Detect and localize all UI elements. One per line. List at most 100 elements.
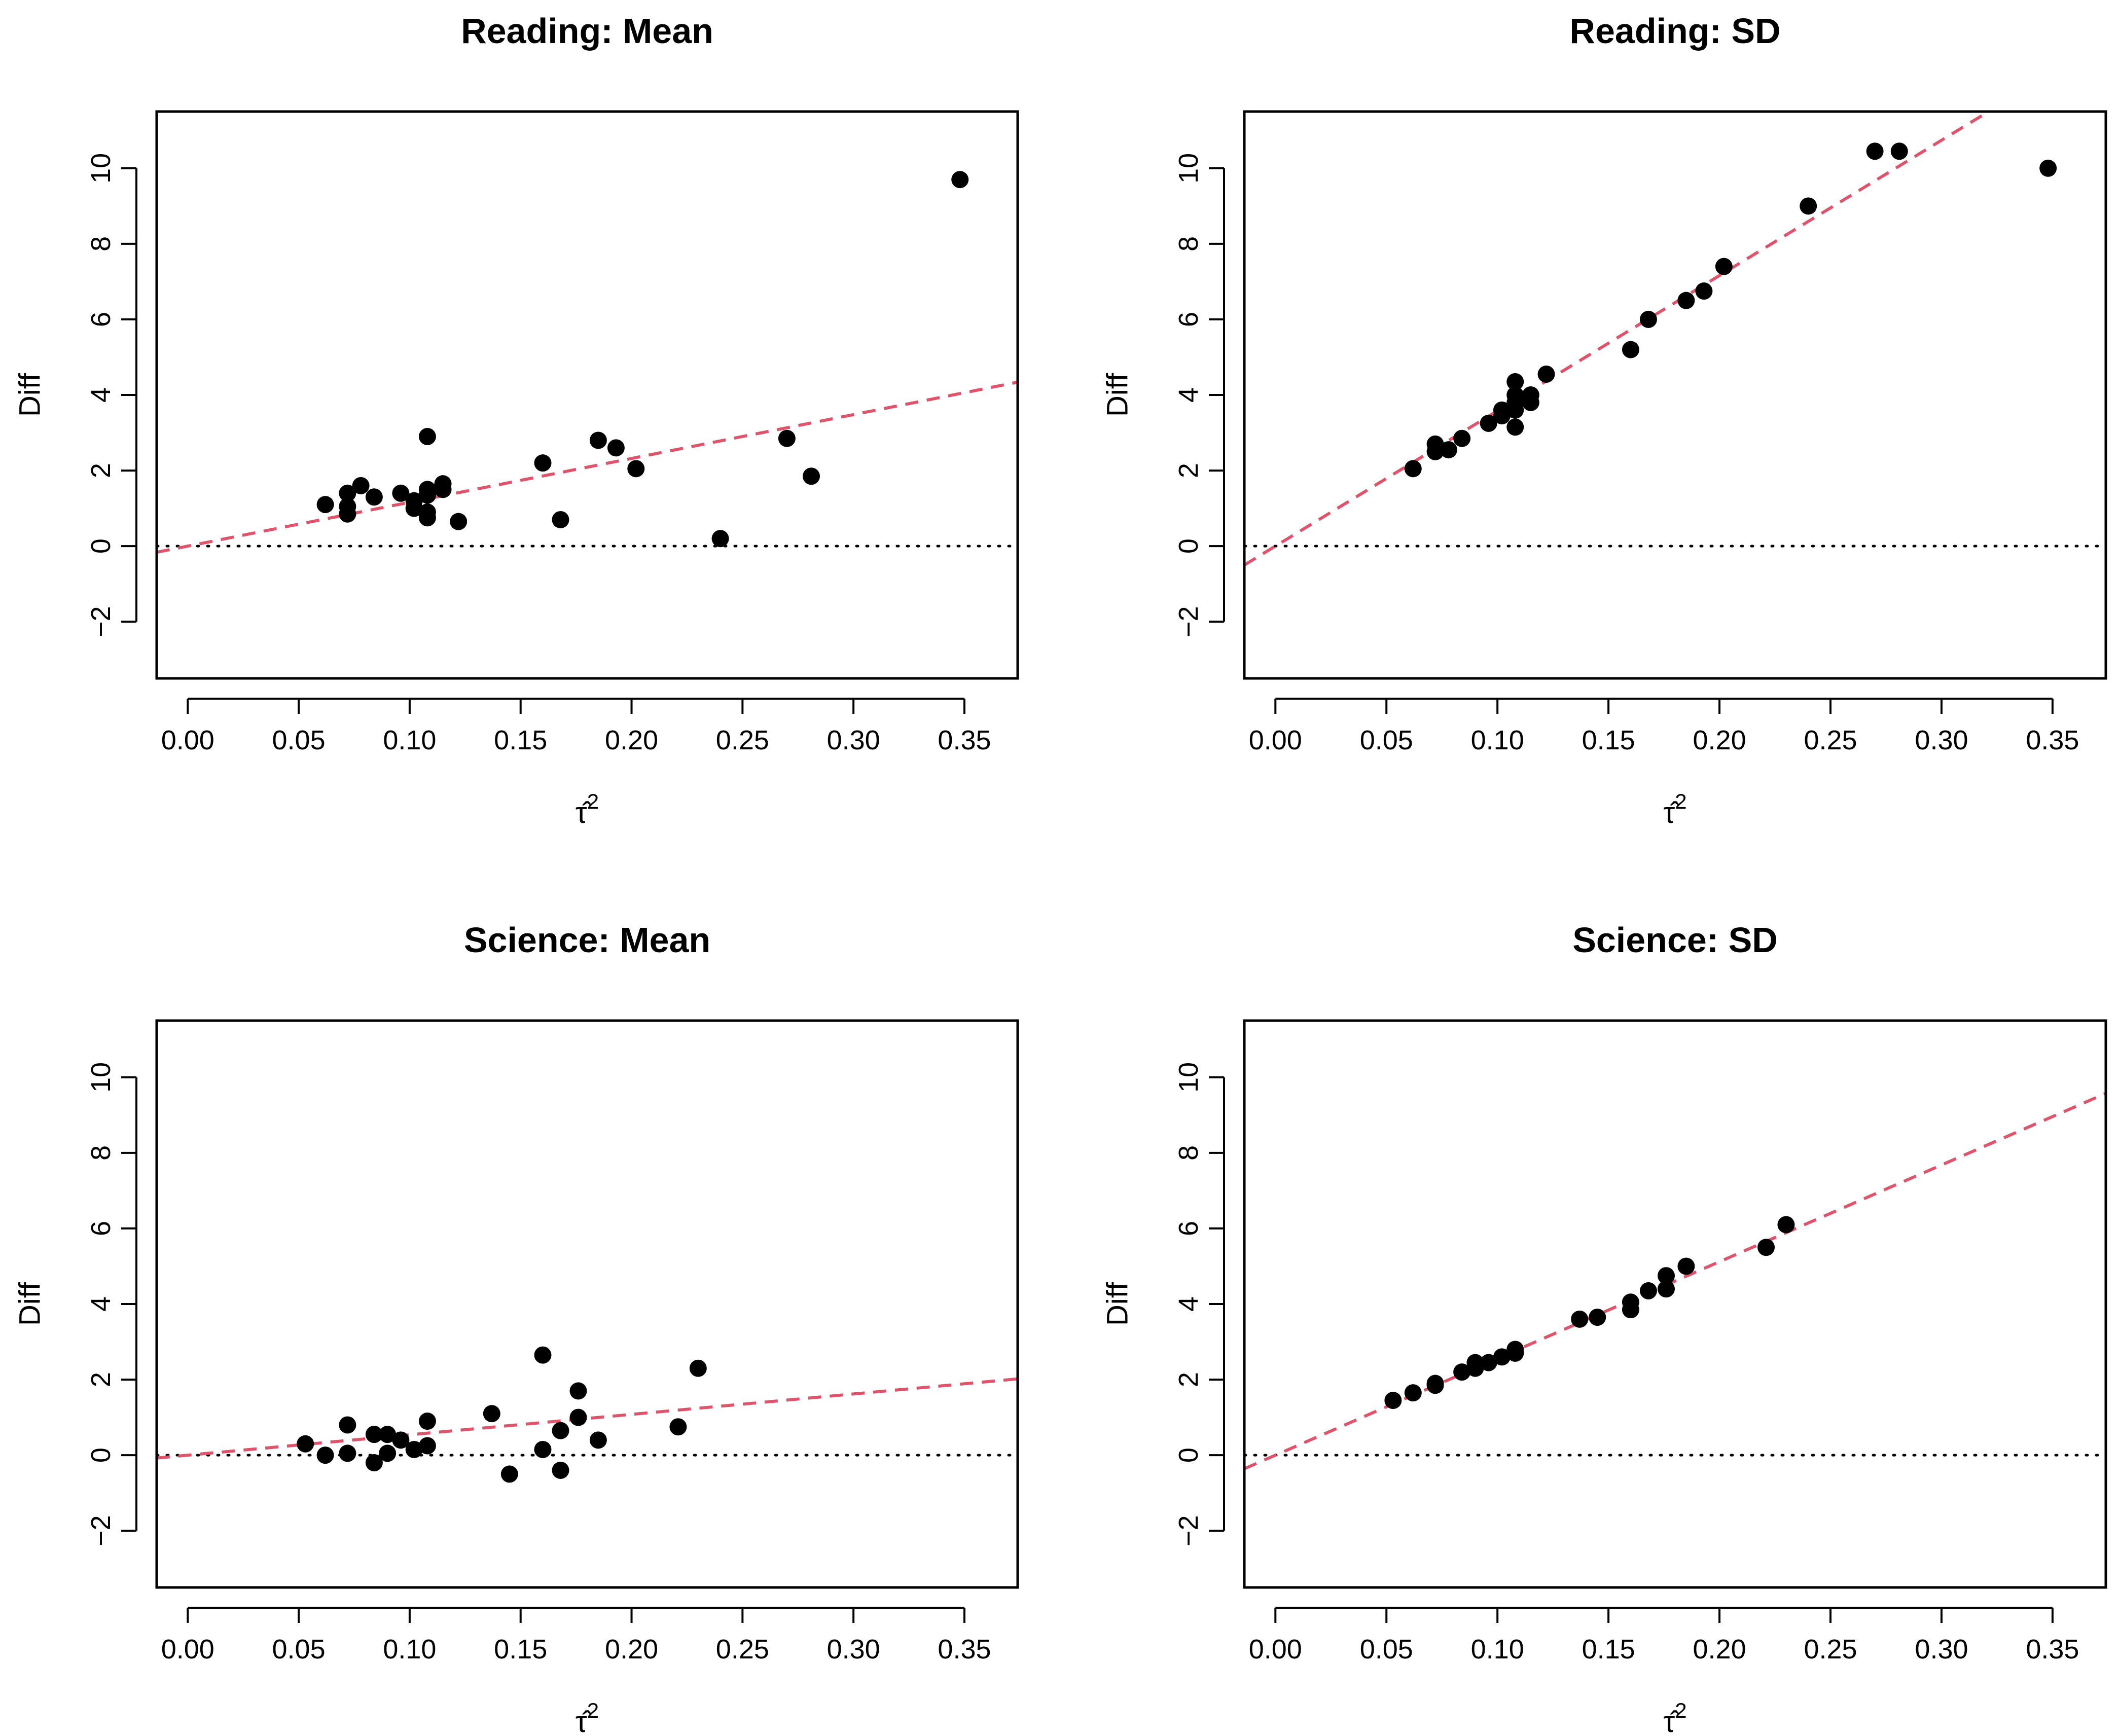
- x-tick-label: 0.15: [494, 725, 547, 755]
- data-point: [1777, 1216, 1795, 1234]
- x-tick-label: 0.10: [383, 1634, 436, 1665]
- data-point: [1506, 373, 1524, 390]
- data-point: [1493, 407, 1511, 424]
- y-tick-label: 8: [86, 236, 116, 251]
- y-tick-label: 2: [86, 463, 116, 478]
- data-point: [1506, 418, 1524, 436]
- data-point: [1657, 1280, 1675, 1298]
- data-point: [365, 488, 383, 506]
- panel-2: Reading: SD 0.00 0.05 0.10 0.15 0.20 0.25 0.30 0…: [1101, 11, 2107, 829]
- fit-line: [157, 380, 1018, 554]
- y-tick-label: 0: [1173, 538, 1204, 554]
- data-point: [1695, 282, 1713, 300]
- data-point: [1639, 310, 1657, 328]
- y-tick-label: 6: [86, 312, 116, 327]
- y-tick-label: 2: [1173, 1372, 1204, 1387]
- x-tick-label: 0.35: [938, 1634, 991, 1665]
- y-tick-label: 10: [86, 153, 116, 184]
- y-tick-label: 6: [1173, 1221, 1204, 1236]
- y-tick-label: 0: [86, 1448, 116, 1463]
- y-axis-label: Diff: [14, 1282, 47, 1326]
- x-tick-label: 0.20: [1693, 725, 1746, 755]
- y-tick-label: 4: [1173, 387, 1204, 403]
- y-tick-label: 10: [86, 1062, 116, 1093]
- data-point: [450, 513, 468, 530]
- x-tick-label: 0.25: [716, 725, 769, 755]
- y-tick-label: −2: [86, 606, 116, 637]
- x-tick-label: 0.15: [1582, 1634, 1635, 1665]
- x-axis-label-superscript: 2: [1675, 789, 1686, 813]
- data-point: [1866, 142, 1884, 160]
- x-tick-label: 0.10: [383, 725, 436, 755]
- data-point: [1715, 258, 1733, 275]
- data-point: [418, 1413, 436, 1430]
- x-tick-label: 0.20: [605, 725, 658, 755]
- plot-frame: [155, 110, 1019, 680]
- data-point: [689, 1359, 707, 1377]
- data-point: [534, 1440, 552, 1458]
- data-point: [2039, 159, 2057, 177]
- data-point: [1506, 401, 1524, 419]
- y-tick-label: 4: [1173, 1296, 1204, 1312]
- x-tick-label: 0.30: [827, 725, 880, 755]
- data-point: [1677, 1257, 1695, 1275]
- data-point: [1622, 1301, 1639, 1319]
- y-axis-label: Diff: [1101, 1282, 1134, 1326]
- data-point: [418, 486, 436, 504]
- y-tick-label: 2: [86, 1372, 116, 1387]
- data-point: [379, 1444, 397, 1462]
- data-point: [951, 171, 969, 189]
- y-tick-label: 8: [86, 1145, 116, 1161]
- data-point: [1571, 1310, 1589, 1328]
- data-point: [711, 530, 729, 548]
- data-point: [352, 477, 370, 494]
- data-point: [803, 467, 820, 485]
- data-point: [1589, 1309, 1606, 1326]
- data-point: [339, 505, 356, 523]
- y-tick-label: −2: [1173, 606, 1204, 637]
- data-point: [1677, 292, 1695, 309]
- panel-4: Science: SD 0.00 0.05 0.10 0.15 0.20 0.25 0.30 0…: [1101, 920, 2107, 1736]
- plot-frame: [1243, 110, 2107, 680]
- x-tick-label: 0.35: [938, 725, 991, 755]
- data-point: [1757, 1239, 1775, 1256]
- data-point: [405, 499, 423, 517]
- fit-line: [157, 1377, 1018, 1460]
- plot-frame: [1243, 1019, 2107, 1589]
- data-point: [1480, 1354, 1497, 1371]
- data-point: [434, 481, 452, 498]
- data-point: [365, 1454, 383, 1472]
- panel-3: Science: Mean 0.00 0.05 0.10 0.15 0.20 0.25 0.3…: [14, 920, 1019, 1736]
- y-tick-label: 0: [1173, 1448, 1204, 1463]
- y-tick-label: −2: [1173, 1515, 1204, 1546]
- panel-title: Science: Mean: [464, 920, 710, 960]
- y-tick-label: 6: [1173, 312, 1204, 327]
- data-point: [1506, 1344, 1524, 1362]
- x-tick-label: 0.10: [1471, 725, 1524, 755]
- y-axis-label: Diff: [1101, 373, 1134, 417]
- panel-title: Reading: Mean: [461, 11, 713, 51]
- x-tick-label: 0.05: [272, 1634, 326, 1665]
- y-tick-label: −2: [86, 1515, 116, 1546]
- y-tick-label: 4: [86, 387, 116, 403]
- data-point: [418, 509, 436, 527]
- x-tick-label: 0.25: [716, 1634, 769, 1665]
- data-point: [534, 454, 552, 472]
- data-point: [1404, 460, 1422, 478]
- data-point: [500, 1465, 518, 1483]
- x-axis-label: τ̂2: [1663, 789, 1686, 829]
- data-point: [589, 1431, 607, 1449]
- data-point: [1622, 341, 1639, 358]
- data-point: [418, 427, 436, 445]
- data-point: [1453, 1363, 1471, 1381]
- y-axis-label: Diff: [14, 373, 47, 417]
- data-point: [1480, 414, 1497, 432]
- plot-frame: [155, 1019, 1019, 1589]
- data-point: [392, 484, 410, 502]
- data-point: [569, 1408, 587, 1426]
- y-tick-label: 8: [1173, 236, 1204, 251]
- x-axis-label: τ̂2: [576, 789, 599, 829]
- x-axis-label-superscript: 2: [1675, 1698, 1686, 1722]
- data-point: [316, 496, 334, 514]
- x-tick-label: 0.35: [2026, 725, 2079, 755]
